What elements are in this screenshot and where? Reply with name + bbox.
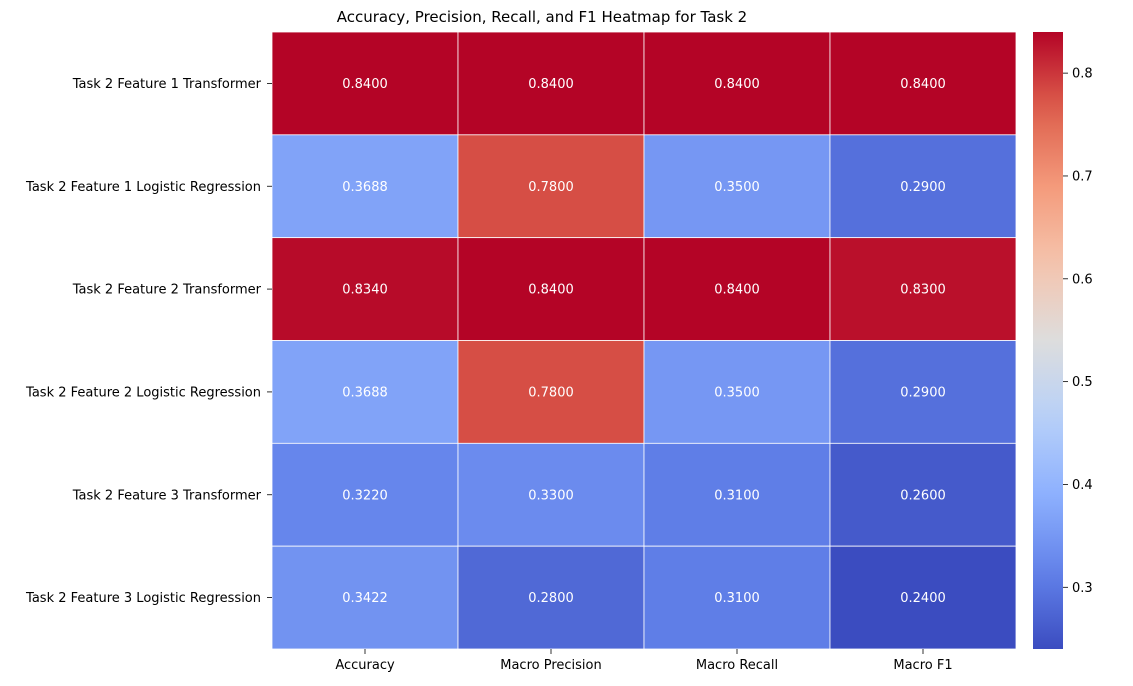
heatmap-cell bbox=[457, 237, 645, 341]
cell-value-label: 0.8400 bbox=[342, 77, 388, 92]
heatmap-cell bbox=[829, 134, 1017, 239]
heatmap-cell bbox=[457, 134, 645, 239]
heatmap-cell bbox=[829, 31, 1017, 136]
heatmap-cell bbox=[643, 31, 831, 136]
colorbar: 0.3 0.4 0.5 0.6 0.7 0.8 bbox=[1033, 32, 1093, 649]
row-labels: Task 2 Feature 1 Transformer Task 2 Featu… bbox=[25, 77, 272, 606]
cell-value-label: 0.7800 bbox=[528, 385, 574, 400]
cell-value-label: 0.3688 bbox=[342, 385, 388, 400]
colorbar-tick-label: 0.4 bbox=[1072, 478, 1093, 493]
column-labels: Accuracy Macro Precision Macro Recall Macro… bbox=[335, 649, 953, 673]
row-label: Task 2 Feature 2 Logistic Regression bbox=[25, 385, 261, 400]
heatmap-cell bbox=[643, 340, 831, 444]
heatmap-cell bbox=[829, 340, 1017, 444]
colorbar-tick-label: 0.8 bbox=[1072, 67, 1093, 82]
cell-value-label: 0.3220 bbox=[342, 488, 388, 503]
row-label: Task 2 Feature 1 Transformer bbox=[72, 77, 262, 92]
cell-value-label: 0.3500 bbox=[714, 385, 760, 400]
cell-value-label: 0.8400 bbox=[714, 283, 760, 298]
column-label: Macro Recall bbox=[696, 658, 778, 673]
cell-value-label: 0.3100 bbox=[714, 591, 760, 606]
column-label: Macro Precision bbox=[500, 658, 601, 673]
heatmap-cell bbox=[271, 31, 459, 136]
cell-value-label: 0.2800 bbox=[528, 591, 574, 606]
column-label: Accuracy bbox=[335, 658, 395, 673]
colorbar-tick-label: 0.7 bbox=[1072, 169, 1093, 184]
heatmap-cells: 0.8400 0.8400 0.8400 0.8400 0.3688 0.7800 0.35… bbox=[271, 31, 1017, 650]
row-label: Task 2 Feature 2 Transformer bbox=[72, 283, 262, 298]
cell-value-label: 0.7800 bbox=[528, 180, 574, 195]
colorbar-gradient bbox=[1033, 32, 1063, 649]
cell-value-label: 0.3500 bbox=[714, 180, 760, 195]
heatmap-cell bbox=[643, 442, 831, 547]
heatmap-cell bbox=[457, 340, 645, 444]
heatmap-cell bbox=[271, 442, 459, 547]
cell-value-label: 0.8340 bbox=[342, 283, 388, 298]
cell-value-label: 0.2900 bbox=[900, 180, 946, 195]
row-label: Task 2 Feature 3 Transformer bbox=[72, 488, 262, 503]
cell-value-label: 0.8400 bbox=[528, 283, 574, 298]
cell-value-label: 0.8400 bbox=[714, 77, 760, 92]
cell-value-label: 0.8400 bbox=[528, 77, 574, 92]
cell-value-label: 0.2900 bbox=[900, 385, 946, 400]
cell-value-label: 0.3300 bbox=[528, 488, 574, 503]
cell-value-label: 0.8300 bbox=[900, 283, 946, 298]
cell-value-label: 0.3422 bbox=[342, 591, 388, 606]
heatmap-cell bbox=[643, 134, 831, 239]
heatmap-cell bbox=[271, 134, 459, 239]
chart-title: Accuracy, Precision, Recall, and F1 Heat… bbox=[337, 8, 747, 26]
heatmap-cell bbox=[829, 237, 1017, 341]
heatmap-cell bbox=[271, 545, 459, 650]
heatmap-cell bbox=[457, 545, 645, 650]
cell-value-label: 0.8400 bbox=[900, 77, 946, 92]
colorbar-tick-label: 0.6 bbox=[1072, 272, 1093, 287]
heatmap-cell bbox=[829, 545, 1017, 650]
row-label: Task 2 Feature 1 Logistic Regression bbox=[25, 180, 261, 195]
colorbar-tick-label: 0.5 bbox=[1072, 375, 1093, 390]
colorbar-tick-label: 0.3 bbox=[1072, 581, 1093, 596]
heatmap-cell bbox=[643, 545, 831, 650]
heatmap-cell bbox=[829, 442, 1017, 547]
heatmap-cell bbox=[457, 31, 645, 136]
cell-value-label: 0.2400 bbox=[900, 591, 946, 606]
heatmap-cell bbox=[271, 340, 459, 444]
row-label: Task 2 Feature 3 Logistic Regression bbox=[25, 591, 261, 606]
column-label: Macro F1 bbox=[893, 658, 952, 673]
cell-value-label: 0.2600 bbox=[900, 488, 946, 503]
cell-value-label: 0.3688 bbox=[342, 180, 388, 195]
heatmap-cell bbox=[457, 442, 645, 547]
cell-value-label: 0.3100 bbox=[714, 488, 760, 503]
